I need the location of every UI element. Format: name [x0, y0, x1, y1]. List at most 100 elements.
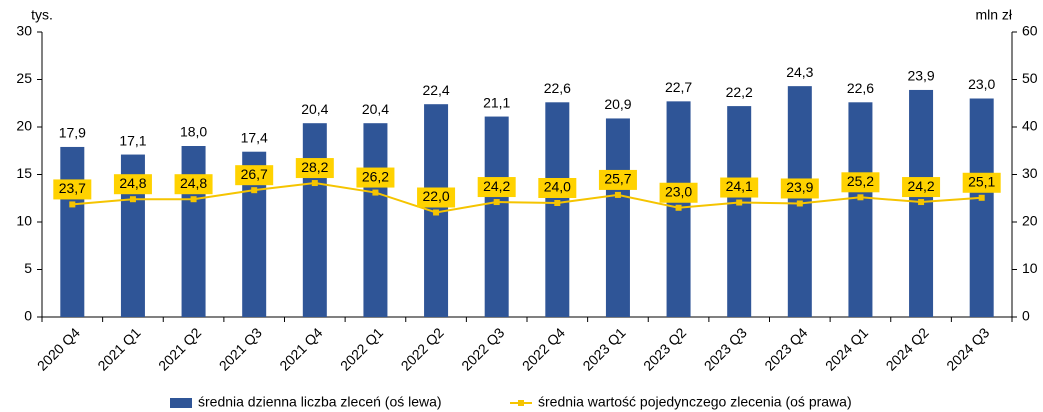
y-tick-label: 30 — [16, 23, 32, 39]
y-axis-label: tys. — [31, 7, 53, 23]
label-box — [113, 174, 152, 195]
y2-tick-label: 10 — [1022, 260, 1038, 276]
x-tick-label: 2024 Q1 — [822, 324, 871, 373]
bar — [848, 102, 873, 317]
label-box — [902, 177, 941, 198]
bar-value-label: 20,4 — [301, 101, 328, 117]
label-box — [659, 182, 698, 203]
x-tick-label: 2022 Q4 — [519, 324, 568, 373]
y2-tick-label: 40 — [1022, 118, 1038, 134]
label-box — [295, 158, 334, 179]
line-marker — [675, 204, 682, 211]
x-tick-label: 2022 Q1 — [337, 324, 386, 373]
line-marker — [493, 199, 500, 206]
y2-tick-label: 60 — [1022, 23, 1038, 39]
y-tick-label: 15 — [16, 165, 32, 181]
line-value-label: 25,1 — [968, 173, 995, 189]
line-marker — [736, 199, 743, 206]
y2-tick-label: 50 — [1022, 70, 1038, 86]
bar — [363, 123, 388, 317]
line-marker — [129, 196, 136, 203]
x-tick-label: 2020 Q4 — [34, 324, 83, 373]
bar-value-label: 23,0 — [968, 76, 995, 92]
x-tick-label: 2021 Q4 — [276, 324, 325, 373]
line-value-label: 28,2 — [301, 159, 328, 175]
line-value-label: 23,0 — [665, 183, 692, 199]
bar-value-label: 18,0 — [180, 124, 207, 140]
label-box — [53, 179, 92, 200]
bar — [484, 116, 509, 317]
bar — [969, 98, 994, 317]
x-tick-label: 2021 Q2 — [155, 324, 204, 373]
line-value-label: 23,9 — [786, 179, 813, 195]
line-value-label: 24,8 — [119, 175, 146, 191]
y-tick-label: 25 — [16, 70, 32, 86]
line-value-label: 24,2 — [483, 178, 510, 194]
line-marker — [554, 200, 561, 206]
label-box — [598, 169, 637, 190]
x-tick-label: 2021 Q3 — [216, 324, 265, 373]
x-tick-label: 2022 Q3 — [458, 324, 507, 373]
bar-value-label: 22,2 — [726, 84, 753, 100]
line-marker — [311, 180, 318, 187]
line-marker — [614, 191, 621, 198]
x-tick-label: 2022 Q2 — [398, 324, 447, 373]
x-tick-label: 2023 Q3 — [701, 324, 750, 373]
line-value-label: 25,2 — [847, 173, 874, 189]
label-box — [962, 172, 1001, 193]
bar-value-label: 22,6 — [847, 80, 874, 96]
bar — [181, 146, 206, 317]
x-tick-label: 2024 Q2 — [883, 324, 932, 373]
line-value-label: 26,7 — [241, 166, 268, 182]
y-tick-label: 0 — [24, 308, 32, 324]
label-box — [538, 178, 577, 198]
line-marker — [796, 200, 803, 207]
bar-value-label: 21,1 — [483, 94, 510, 110]
x-tick-label: 2023 Q1 — [579, 324, 628, 373]
y2-tick-label: 0 — [1022, 308, 1030, 324]
line-marker — [190, 196, 197, 203]
line-value-label: 24,2 — [907, 178, 934, 194]
line-marker — [69, 201, 76, 208]
line-marker — [251, 187, 258, 194]
legend-label: średnia wartość pojedynczego zlecenia (o… — [538, 394, 852, 410]
bar-value-label: 17,1 — [119, 132, 146, 148]
label-box — [477, 177, 516, 198]
legend-marker — [518, 400, 524, 406]
legend-swatch — [170, 398, 192, 408]
bar-value-label: 23,9 — [907, 68, 934, 84]
bar — [605, 118, 630, 317]
label-box — [780, 178, 819, 199]
label-box — [417, 187, 456, 208]
label-box — [174, 174, 213, 195]
line — [72, 182, 982, 214]
bar-value-label: 22,7 — [665, 79, 692, 95]
y2-tick-label: 30 — [1022, 165, 1038, 181]
bar-value-label: 17,9 — [59, 125, 86, 141]
y2-axis-label: mln zł — [975, 7, 1012, 23]
line-value-label: 24,1 — [726, 178, 753, 194]
y-tick-label: 10 — [16, 213, 32, 229]
bar — [302, 123, 327, 317]
line-value-label: 24,0 — [544, 179, 571, 195]
bar-value-label: 20,4 — [362, 101, 389, 117]
bar — [60, 146, 85, 317]
y2-tick-label: 20 — [1022, 213, 1038, 229]
line-marker — [433, 209, 440, 216]
line-value-label: 26,2 — [362, 168, 389, 184]
x-tick-label: 2024 Q3 — [943, 324, 992, 373]
bar-value-label: 22,4 — [422, 82, 449, 98]
bar-value-label: 24,3 — [786, 64, 813, 80]
bar — [545, 102, 570, 317]
legend-label: średnia dzienna liczba zleceń (oś lewa) — [198, 394, 442, 410]
line-value-label: 25,7 — [604, 171, 631, 187]
x-tick-label: 2021 Q1 — [94, 324, 143, 373]
y-tick-label: 5 — [24, 260, 32, 276]
line-value-label: 24,8 — [180, 175, 207, 191]
line-marker — [918, 199, 925, 206]
x-tick-label: 2023 Q2 — [640, 324, 689, 373]
bar-value-label: 17,4 — [241, 129, 268, 145]
label-box — [356, 167, 395, 188]
line-marker — [978, 194, 985, 201]
